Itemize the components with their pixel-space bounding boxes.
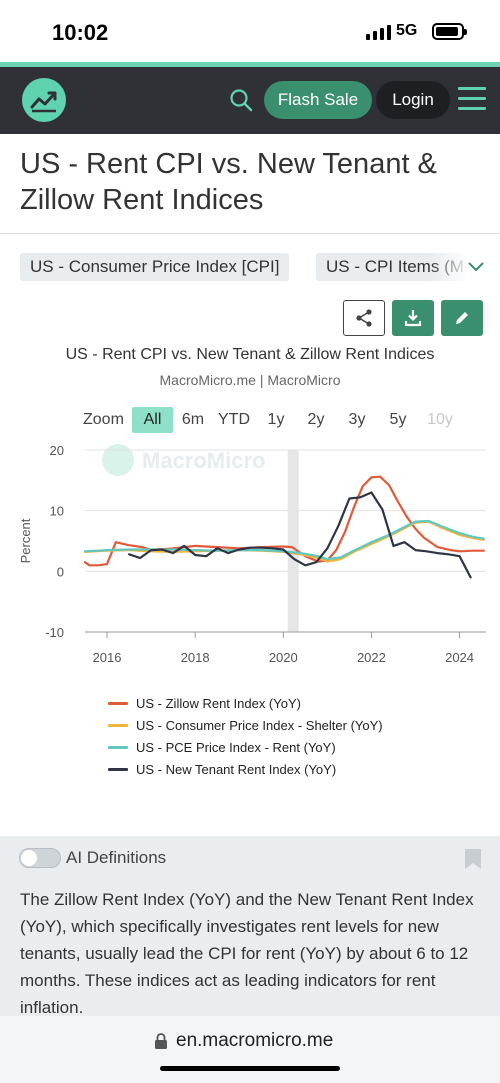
category-chip-cpi[interactable]: US - Consumer Price Index [CPI] bbox=[20, 253, 290, 281]
download-icon bbox=[404, 310, 422, 327]
x-tick-label: 2020 bbox=[269, 650, 298, 665]
share-button[interactable] bbox=[343, 300, 385, 336]
chart-title: US - Rent CPI vs. New Tenant & Zillow Re… bbox=[65, 346, 435, 363]
chip-fade bbox=[430, 253, 470, 281]
ai-definitions-toggle[interactable] bbox=[19, 848, 61, 868]
legend-item[interactable]: US - Zillow Rent Index (YoY) bbox=[108, 692, 383, 714]
download-button[interactable] bbox=[392, 300, 434, 336]
ai-definition-text: The Zillow Rent Index (YoY) and the New … bbox=[20, 890, 474, 1017]
browser-url-bar[interactable]: en.macromicro.me bbox=[0, 1016, 500, 1083]
series-line-3[interactable] bbox=[83, 519, 485, 561]
range-ytd[interactable]: YTD bbox=[218, 411, 250, 428]
signal-icon bbox=[366, 24, 391, 40]
chart-legend: US - Zillow Rent Index (YoY) US - Consum… bbox=[108, 692, 383, 780]
ai-definitions-panel: AI Definitions The Zillow Rent Index (Yo… bbox=[0, 836, 500, 1021]
legend-item[interactable]: US - PCE Price Index - Rent (YoY) bbox=[108, 736, 383, 758]
legend-item[interactable]: US - New Tenant Rent Index (YoY) bbox=[108, 758, 383, 780]
divider bbox=[0, 233, 500, 234]
lock-icon bbox=[155, 1033, 167, 1049]
range-6m[interactable]: 6m bbox=[181, 411, 205, 428]
legend-swatch bbox=[108, 723, 128, 727]
legend-label: US - New Tenant Rent Index (YoY) bbox=[136, 761, 337, 777]
y-tick-label: 20 bbox=[50, 443, 64, 458]
top-accent-stripe bbox=[0, 62, 500, 67]
y-tick-label: 10 bbox=[50, 504, 64, 519]
legend-item[interactable]: US - Consumer Price Index - Shelter (YoY… bbox=[108, 714, 383, 736]
range-3y[interactable]: 3y bbox=[348, 411, 366, 428]
menu-icon[interactable] bbox=[458, 87, 486, 113]
x-tick-label: 2018 bbox=[181, 650, 210, 665]
page-title: US - Rent CPI vs. New Tenant & Zillow Re… bbox=[20, 148, 437, 216]
legend-label: US - Zillow Rent Index (YoY) bbox=[136, 695, 301, 711]
series-line-1[interactable] bbox=[83, 475, 485, 567]
flash-sale-button[interactable]: Flash Sale bbox=[264, 81, 372, 119]
navbar: Flash Sale Login bbox=[0, 67, 500, 134]
status-time: 10:02 bbox=[52, 20, 109, 45]
range-all[interactable]: All bbox=[132, 407, 173, 433]
zoom-label: Zoom bbox=[83, 411, 124, 428]
home-indicator bbox=[160, 1066, 340, 1071]
url-text: en.macromicro.me bbox=[176, 1030, 334, 1051]
edit-button[interactable] bbox=[441, 300, 483, 336]
y-tick-label: -10 bbox=[45, 625, 64, 640]
range-10y: 10y bbox=[427, 411, 453, 428]
share-icon bbox=[356, 309, 372, 327]
y-tick-label: 0 bbox=[57, 564, 64, 579]
legend-swatch bbox=[108, 701, 128, 705]
legend-label: US - Consumer Price Index - Shelter (YoY… bbox=[136, 717, 383, 733]
search-icon[interactable] bbox=[228, 87, 254, 113]
network-label: 5G bbox=[396, 22, 418, 39]
range-2y[interactable]: 2y bbox=[307, 411, 325, 428]
edit-icon bbox=[456, 312, 468, 324]
x-tick-label: 2024 bbox=[445, 650, 474, 665]
legend-swatch bbox=[108, 767, 128, 771]
range-1y[interactable]: 1y bbox=[267, 411, 285, 428]
status-bar: 10:02 5G bbox=[0, 0, 500, 62]
x-tick-label: 2016 bbox=[93, 650, 122, 665]
legend-swatch bbox=[108, 745, 128, 749]
y-axis-label: Percent bbox=[18, 518, 33, 563]
line-chart: MacroMicro -10 0 10 20 2016 2018 2020 2022 2024 Pe… bbox=[18, 443, 486, 665]
legend-label: US - PCE Price Index - Rent (YoY) bbox=[136, 739, 336, 755]
x-tick-label: 2022 bbox=[357, 650, 386, 665]
chart-subtitle: MacroMicro.me | MacroMicro bbox=[159, 372, 341, 388]
login-button[interactable]: Login bbox=[376, 81, 450, 119]
shaded-period bbox=[287, 450, 299, 632]
logo-icon[interactable] bbox=[22, 78, 66, 122]
chart-watermark: MacroMicro bbox=[142, 448, 265, 473]
chevron-down-icon[interactable] bbox=[466, 256, 486, 276]
battery-icon bbox=[432, 23, 467, 40]
bookmark-icon[interactable] bbox=[464, 848, 482, 870]
series-line-4[interactable] bbox=[128, 491, 472, 579]
range-5y[interactable]: 5y bbox=[389, 411, 407, 428]
watermark-logo-icon bbox=[102, 444, 134, 476]
ai-definitions-label: AI Definitions bbox=[66, 848, 167, 867]
